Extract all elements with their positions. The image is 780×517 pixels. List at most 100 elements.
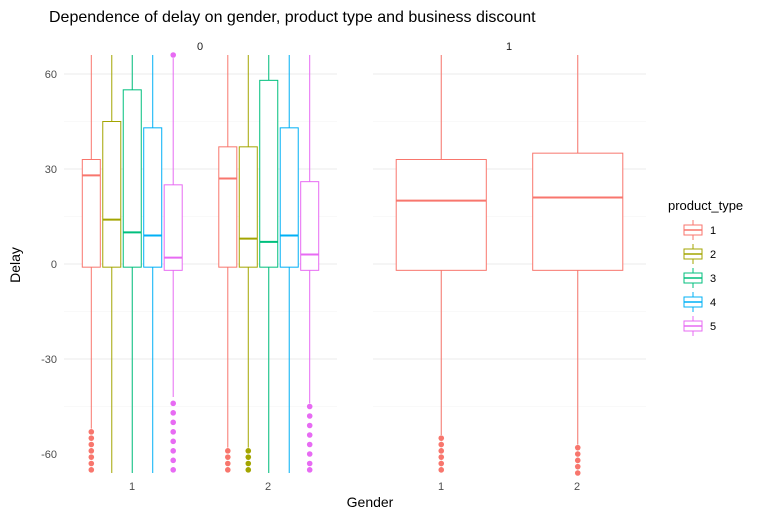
- outlier-point: [574, 463, 581, 470]
- x-tick-facet1-1: 1: [438, 481, 444, 493]
- legend-title: product_type: [668, 198, 743, 213]
- outlier-point: [88, 435, 95, 441]
- facet-0: 0 1 2: [64, 41, 337, 493]
- outlier-point: [170, 52, 176, 58]
- y-tick-label: 0: [51, 259, 57, 271]
- outlier-point: [574, 457, 581, 464]
- box-iqr: [122, 89, 142, 268]
- box-gender1-type1: [395, 55, 487, 473]
- y-tick-label: 60: [45, 69, 57, 81]
- outlier-point: [170, 400, 176, 407]
- outlier-point: [88, 467, 95, 473]
- box-iqr: [81, 159, 101, 268]
- x-axis-title: Gender: [347, 494, 394, 510]
- outlier-point: [438, 467, 445, 473]
- box-iqr: [259, 79, 279, 268]
- outlier-point: [170, 448, 176, 454]
- legend-item-5: 5: [683, 316, 716, 336]
- y-tick-label: 30: [45, 164, 57, 176]
- box-gender1-type4: [143, 55, 163, 473]
- box-iqr: [102, 121, 122, 268]
- outlier-point: [306, 451, 313, 457]
- x-tick-facet1-2: 2: [574, 481, 580, 493]
- box-gender1-type1: [81, 55, 101, 473]
- box-iqr: [143, 127, 163, 268]
- box-iqr: [279, 127, 299, 268]
- legend-item-1: 1: [683, 220, 716, 240]
- box-gender2-type2: [238, 55, 258, 473]
- box-iqr: [395, 159, 487, 271]
- facet-1-boxes: [395, 55, 624, 476]
- facet-label-0: 0: [197, 41, 203, 53]
- y-axis-title: Delay: [7, 247, 23, 283]
- facet-label-1: 1: [506, 41, 512, 53]
- facet-0-boxes: [81, 52, 320, 473]
- outlier-point: [245, 454, 252, 460]
- legend-item-3: 3: [683, 268, 716, 288]
- outlier-point: [438, 454, 445, 460]
- legend-label: 5: [710, 321, 716, 333]
- box-gender2-type4: [279, 55, 299, 473]
- outlier-point: [170, 467, 176, 473]
- box-gender2-type5: [300, 55, 320, 473]
- outlier-point: [225, 454, 231, 460]
- box-iqr: [218, 146, 238, 268]
- box-iqr: [532, 152, 624, 271]
- box-iqr: [300, 181, 320, 271]
- outlier-point: [170, 438, 176, 445]
- outlier-point: [225, 448, 231, 454]
- outlier-point: [170, 410, 176, 416]
- legend-label: 1: [710, 225, 716, 237]
- y-axis-ticks: -60 -30 0 30 60: [41, 69, 57, 461]
- outlier-point: [245, 460, 252, 467]
- outlier-point: [225, 467, 231, 473]
- outlier-point: [225, 460, 231, 467]
- outlier-point: [88, 454, 95, 460]
- x-tick-facet0-2: 2: [265, 481, 271, 493]
- outlier-point: [88, 448, 95, 454]
- outlier-point: [88, 429, 95, 435]
- outlier-point: [170, 457, 176, 464]
- legend-items: 1 2 3 4 5: [683, 220, 716, 336]
- outlier-point: [88, 441, 95, 448]
- legend-item-4: 4: [683, 292, 716, 312]
- outlier-point: [574, 470, 581, 476]
- outlier-point: [88, 460, 95, 467]
- outlier-point: [306, 413, 313, 419]
- box-gender2-type1: [532, 55, 624, 476]
- outlier-point: [574, 451, 581, 457]
- outlier-point: [245, 448, 252, 454]
- box-gender2-type1: [218, 55, 238, 473]
- outlier-point: [306, 432, 313, 438]
- facet-1: 1 1 2: [373, 41, 646, 493]
- legend-label: 4: [710, 297, 716, 309]
- box-iqr: [163, 184, 183, 271]
- outlier-point: [438, 435, 445, 441]
- outlier-point: [438, 460, 445, 467]
- legend-label: 2: [710, 249, 716, 261]
- outlier-point: [306, 403, 313, 410]
- outlier-point: [170, 429, 176, 435]
- legend-item-2: 2: [683, 244, 716, 264]
- x-tick-facet0-1: 1: [129, 481, 135, 493]
- outlier-point: [306, 467, 313, 473]
- legend-label: 3: [710, 273, 716, 285]
- y-tick-label: -30: [41, 354, 57, 366]
- outlier-point: [306, 422, 313, 429]
- box-iqr: [238, 146, 258, 268]
- outlier-point: [438, 441, 445, 448]
- outlier-point: [306, 460, 313, 467]
- box-gender1-type5: [163, 52, 183, 473]
- legend: product_type 1 2 3 4 5: [668, 198, 743, 336]
- outlier-point: [438, 448, 445, 454]
- chart-title: Dependence of delay on gender, product t…: [49, 9, 536, 26]
- box-gender1-type2: [102, 55, 122, 473]
- outlier-point: [170, 419, 176, 426]
- outlier-point: [245, 467, 252, 473]
- box-gender1-type3: [122, 55, 142, 473]
- box-gender2-type3: [259, 55, 279, 473]
- outlier-point: [574, 444, 581, 451]
- outlier-point: [306, 441, 313, 448]
- y-tick-label: -60: [41, 449, 57, 461]
